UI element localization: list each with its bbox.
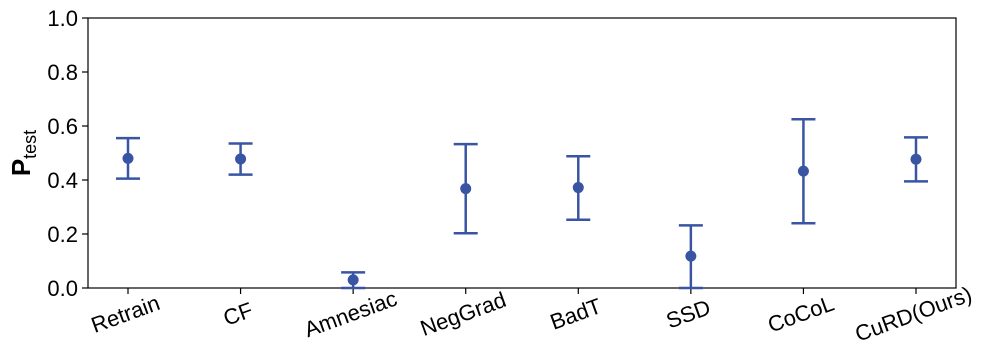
mean-point bbox=[910, 153, 922, 165]
data-marks bbox=[116, 118, 928, 290]
x-tick-label: BadT bbox=[547, 293, 605, 334]
y-tick-label: 0.6 bbox=[47, 114, 78, 139]
y-axis-label: Ptest bbox=[6, 130, 40, 176]
mean-point bbox=[797, 165, 809, 177]
y-axis: 0.0 0.2 0.4 0.6 0.8 1.0 bbox=[47, 6, 88, 301]
x-tick-label: CF bbox=[220, 297, 256, 331]
mean-point bbox=[460, 183, 472, 195]
y-axis-label-main: P bbox=[6, 159, 36, 176]
x-tick-label: SSD bbox=[663, 294, 714, 333]
mean-point bbox=[572, 182, 584, 194]
mean-point bbox=[235, 153, 247, 165]
y-tick-label: 0.0 bbox=[47, 276, 78, 301]
mean-point bbox=[685, 250, 697, 262]
y-tick-label: 0.2 bbox=[47, 222, 78, 247]
x-tick-label: Amnesiac bbox=[301, 286, 400, 343]
x-tick-label: CoCoL bbox=[764, 290, 837, 337]
y-tick-label: 0.4 bbox=[47, 168, 78, 193]
y-axis-label-subscript: test bbox=[20, 130, 40, 159]
x-tick-label: Retrain bbox=[88, 290, 163, 338]
x-tick-label: CuRD(Ours) bbox=[852, 281, 975, 346]
y-tick-label: 0.8 bbox=[47, 60, 78, 85]
mean-point bbox=[122, 152, 134, 164]
mean-point bbox=[347, 274, 359, 286]
y-tick-label: 1.0 bbox=[47, 6, 78, 31]
plot-area bbox=[87, 17, 957, 289]
x-axis: Retrain CF Amnesiac NegGrad BadT SSD CoCoL CuRD… bbox=[88, 281, 975, 346]
x-tick-label: NegGrad bbox=[417, 287, 509, 341]
